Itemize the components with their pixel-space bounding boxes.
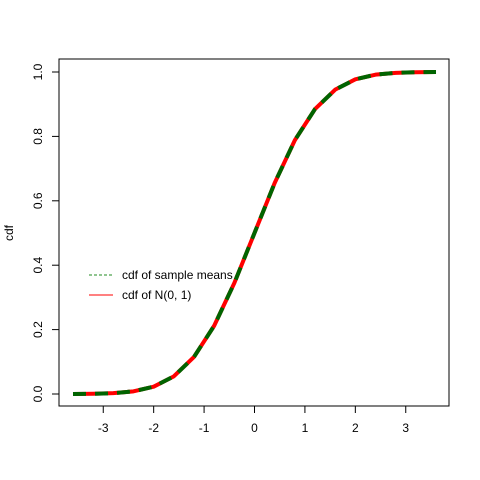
- legend-label: cdf of sample means: [122, 268, 233, 282]
- x-tick-label: 2: [352, 421, 359, 435]
- legend-label: cdf of N(0, 1): [122, 288, 191, 302]
- series-layer: [72, 70, 437, 396]
- x-tick-label: -3: [98, 421, 109, 435]
- x-tick-label: -2: [148, 421, 159, 435]
- y-tick-label: 0.2: [31, 321, 45, 338]
- x-axis: -3 -2 -1 0 1 2 3: [98, 405, 409, 435]
- x-tick-label: -1: [199, 421, 210, 435]
- x-tick-label: 3: [402, 421, 409, 435]
- y-tick-label: 1.0: [31, 63, 45, 80]
- y-tick-label: 0.4: [31, 257, 45, 274]
- y-axis: 0.0 0.2 0.4 0.6 0.8 1.0: [31, 63, 60, 402]
- y-tick-label: 0.0: [31, 385, 45, 402]
- legend: cdf of sample means cdf of N(0, 1): [89, 268, 233, 302]
- series-line: [72, 70, 437, 396]
- y-tick-label: 0.8: [31, 128, 45, 145]
- y-axis-label: cdf: [2, 224, 16, 241]
- x-tick-label: 0: [251, 421, 258, 435]
- y-tick-label: 0.6: [31, 192, 45, 209]
- x-tick-label: 1: [302, 421, 309, 435]
